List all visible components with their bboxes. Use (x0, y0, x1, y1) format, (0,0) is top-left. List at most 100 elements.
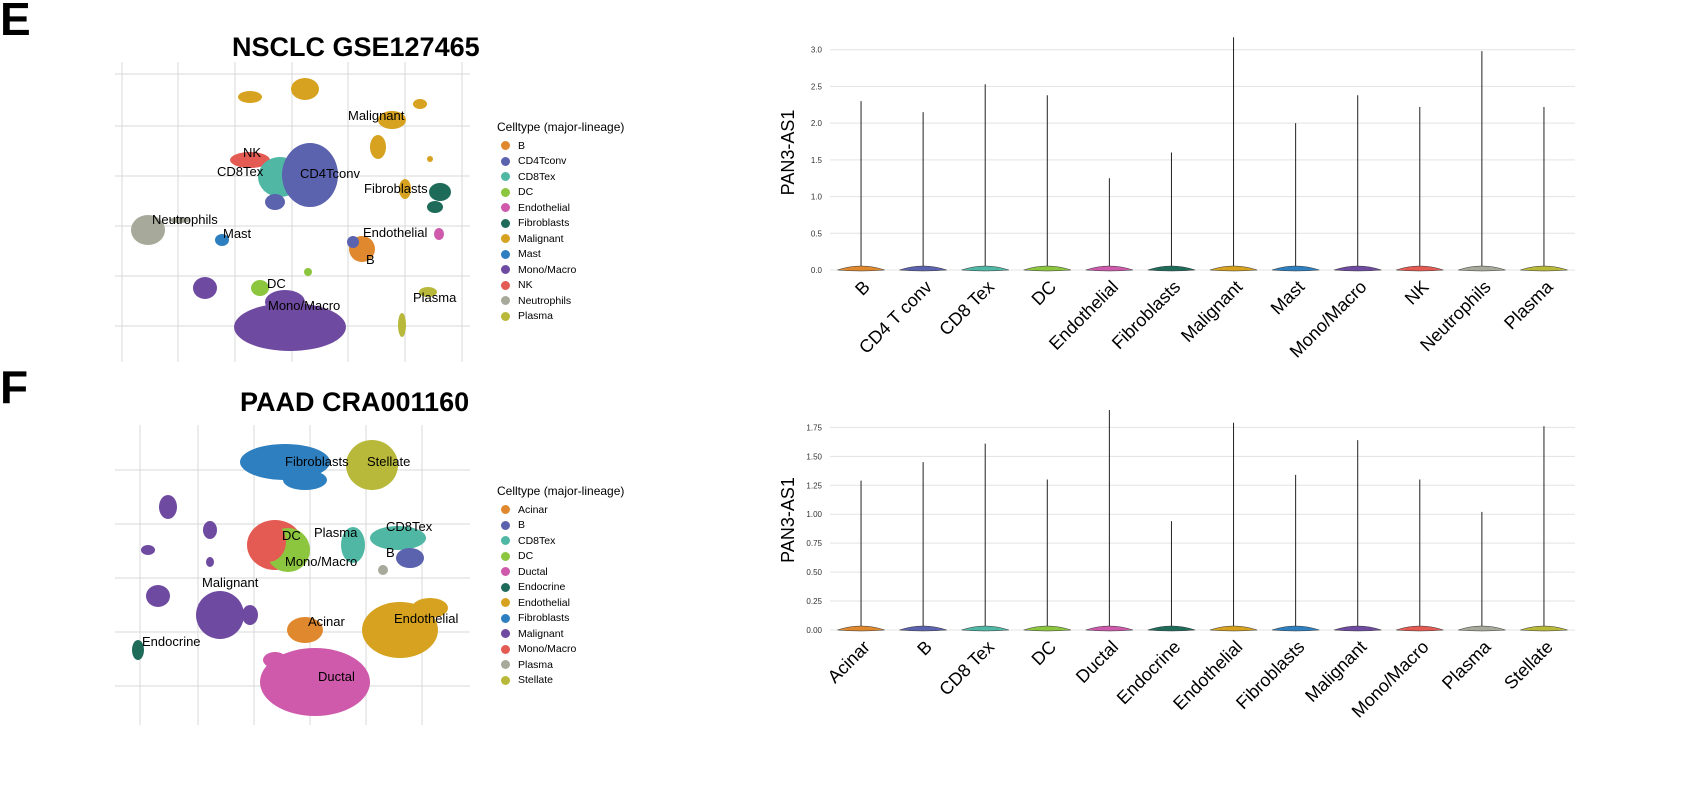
x-tick-label: CD8 Tex (935, 277, 998, 340)
legend-label: Endothelial (518, 596, 570, 609)
cluster-ductal-f (263, 652, 287, 668)
umap-label-fibroblasts-f: Fibroblasts (285, 454, 349, 469)
legend-item: Malignant (497, 626, 624, 642)
legend-item: NK (497, 278, 624, 294)
cluster-neutrophils-e (131, 215, 165, 245)
legend-item: Endothelial (497, 200, 624, 216)
x-tick-label: Acinar (824, 637, 874, 687)
legend-item: Fibroblasts (497, 216, 624, 232)
x-tick-label: DC (1028, 637, 1061, 670)
violin-body (1458, 625, 1506, 632)
y-tick-label: 0.50 (806, 568, 822, 577)
umap-label-mono-macro-e: Mono/Macro (268, 298, 340, 313)
y-tick-label: 1.25 (806, 481, 822, 490)
violin-body (1147, 625, 1196, 632)
umap-label-cd8tex-e: CD8Tex (217, 164, 264, 179)
legend-title-f: Celltype (major-lineage) (497, 484, 625, 498)
legend-f: Celltype (major-lineage) Acinar B CD8Tex DC… (497, 484, 624, 688)
violin-body (837, 265, 885, 272)
cluster-malignant-e (238, 91, 262, 103)
umap-label-dc-f: DC (282, 528, 301, 543)
umap-label-mast-e: Mast (223, 226, 252, 241)
legend-items-f: Acinar B CD8Tex DC Ductal Endocrine Endothelia… (497, 502, 624, 688)
legend-swatch (501, 265, 510, 275)
x-tick-label: Stellate (1500, 637, 1557, 694)
violin-body (961, 265, 1009, 272)
legend-swatch (501, 296, 510, 306)
cluster-malignant-e (413, 99, 427, 109)
x-tick-label: Malignant (1177, 277, 1246, 346)
legend-label: CD8Tex (518, 170, 556, 183)
violin-body (1023, 625, 1071, 632)
cluster-cd4tconv-e (265, 194, 285, 210)
legend-swatch (501, 234, 510, 244)
cluster-malignant-f (196, 591, 244, 639)
y-tick-label: 1.5 (811, 156, 823, 165)
umap-label-dc-e: DC (267, 276, 286, 291)
violin-plot-f: 0.00 0.25 0.50 0.75 1.00 1.25 1.50 1.75 PAN3-AS1… (778, 410, 1575, 722)
cluster-mast-e (215, 234, 229, 246)
violin-body (1209, 625, 1258, 632)
legend-item: DC (497, 185, 624, 201)
umap-label-endothelial-e: Endothelial (363, 225, 427, 240)
cluster-malignant-e (370, 135, 386, 159)
cluster-malignant-f (206, 557, 214, 567)
panel-letter-e: E (0, 0, 31, 45)
legend-item: DC (497, 549, 624, 565)
y-axis-label: PAN3-AS1 (778, 477, 798, 563)
legend-item: Fibroblasts (497, 611, 624, 627)
legend-swatch (501, 520, 510, 530)
cluster-fibroblasts-e (427, 201, 443, 213)
legend-label: Fibroblasts (518, 217, 570, 230)
legend-item: Malignant (497, 231, 624, 247)
cluster-mono-macro-e (193, 277, 217, 299)
cluster-cd4tconv-e (282, 143, 338, 207)
cluster-neutrophils-e (170, 217, 190, 223)
violin-body (1458, 265, 1506, 272)
legend-label: CD4Tconv (518, 155, 567, 168)
legend-item: Plasma (497, 309, 624, 325)
legend-label: CD8Tex (518, 534, 556, 547)
legend-swatch (501, 141, 510, 151)
violin-body (1271, 625, 1320, 632)
y-tick-label: 2.0 (811, 119, 823, 128)
cluster-fibroblasts-e (429, 183, 451, 201)
y-tick-label: 0.75 (806, 539, 822, 548)
cluster-plasma-f (378, 565, 388, 575)
y-axis-label: PAN3-AS1 (778, 110, 798, 196)
violin-body (1271, 265, 1320, 272)
legend-swatch (501, 582, 510, 592)
legend-label: Stellate (518, 674, 554, 687)
violin-body (1085, 625, 1134, 632)
cluster-malignant-f (203, 521, 217, 539)
umap-label-acinar-f: Acinar (308, 614, 346, 629)
y-tick-label: 1.50 (806, 452, 822, 461)
umap-title-e: NSCLC GSE127465 (232, 32, 480, 62)
legend-label: Ductal (518, 565, 548, 578)
violin-body (1396, 625, 1444, 632)
y-tick-label: 0.0 (811, 266, 823, 275)
cluster-malignant-e (399, 179, 411, 199)
umap-clusters-f (132, 440, 448, 716)
legend-label: Malignant (518, 232, 564, 245)
legend-item: Ductal (497, 564, 624, 580)
legend-item: Stellate (497, 673, 624, 689)
legend-item: Mono/Macro (497, 262, 624, 278)
legend-item: Mono/Macro (497, 642, 624, 658)
cluster-b-e (347, 236, 359, 248)
legend-label: Malignant (518, 627, 564, 640)
legend-label: NK (518, 279, 533, 292)
cluster-plasma-f (341, 527, 365, 563)
umap-label-b-e: B (366, 252, 375, 267)
x-tick-label: CD8 Tex (935, 637, 998, 700)
violin-body (899, 625, 947, 632)
legend-label: Endothelial (518, 201, 570, 214)
legend-item: Neutrophils (497, 293, 624, 309)
cluster-malignant-e (291, 78, 319, 100)
violin-body (1209, 265, 1258, 272)
cluster-malignant-e (378, 111, 406, 129)
cluster-malignant-f (146, 585, 170, 607)
legend-label: Mono/Macro (518, 643, 577, 656)
cluster-dc-e (251, 280, 269, 296)
